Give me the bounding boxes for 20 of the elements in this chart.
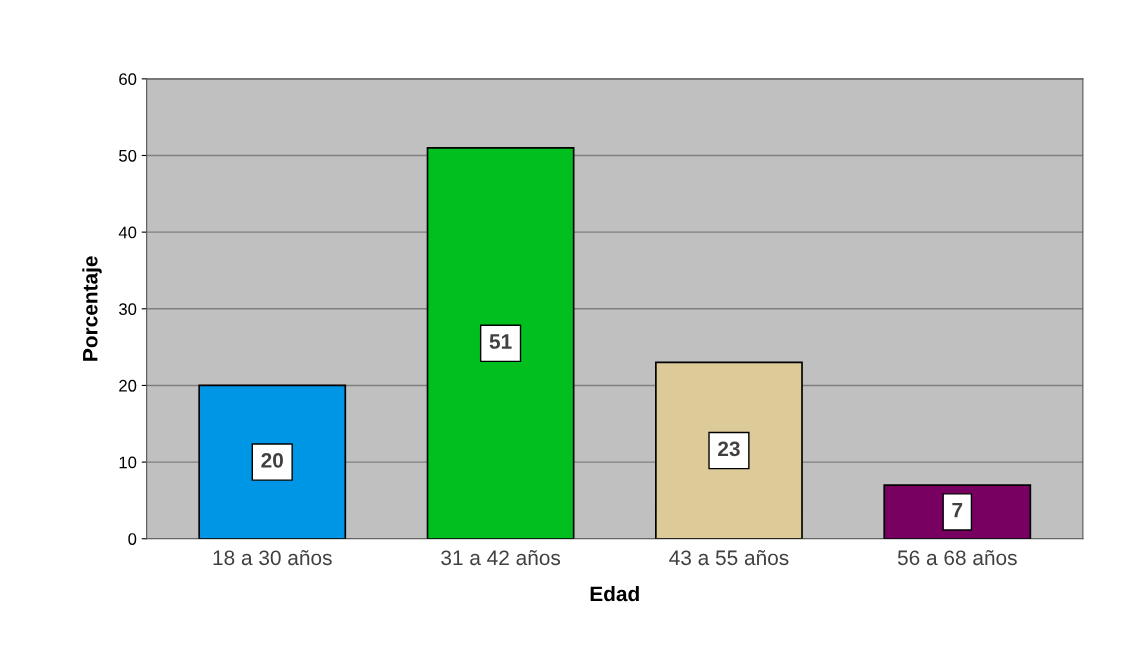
- x-tick-label: 31 a 42 años: [441, 550, 561, 566]
- x-tick-label: 18 a 30 años: [213, 550, 332, 566]
- data-label: 51: [489, 334, 512, 349]
- y-tick-label: 0: [128, 533, 137, 545]
- x-axis-title: Edad: [590, 585, 639, 602]
- y-tick-label: 10: [119, 456, 137, 469]
- y-tick-label: 60: [119, 73, 137, 86]
- bar: [198, 384, 347, 539]
- y-tick-label: 40: [118, 226, 137, 239]
- data-label: 20: [261, 452, 283, 468]
- y-tick-label: 50: [119, 149, 137, 162]
- y-tick-label: 20: [119, 379, 137, 392]
- y-axis-title: Porcentaje: [82, 256, 102, 361]
- data-label: 7: [952, 502, 963, 518]
- y-tick-label: 30: [119, 303, 137, 315]
- data-label: 23: [718, 441, 740, 457]
- x-tick-label: 56 a 68 años: [897, 550, 1017, 566]
- bar: [426, 146, 575, 539]
- bar: [655, 361, 803, 539]
- x-tick-label: 43 a 55 años: [669, 550, 789, 566]
